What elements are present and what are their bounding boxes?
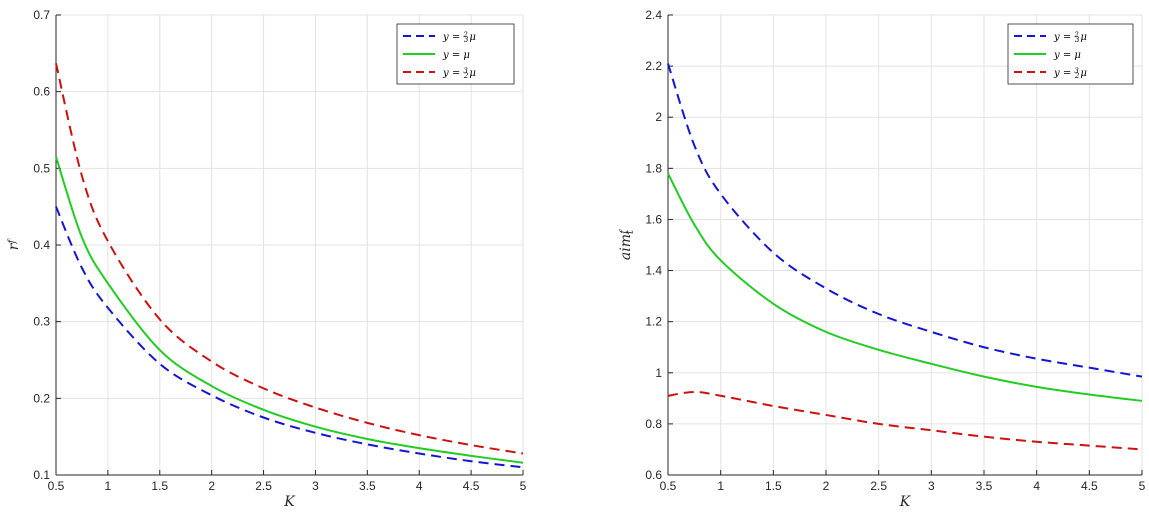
x-tick-label: 4.5 (1081, 479, 1098, 493)
chart-panel-2: 0.5 1 1.5 2 2.5 3 3.5 4 4.5 5 0.6 0.8 1 1.2 1.4 1.6 1.8 2… (618, 8, 1146, 510)
y-tick-label: 2.2 (645, 59, 662, 73)
x-axis-label: K (283, 494, 296, 510)
x-tick-label: 2 (823, 479, 830, 493)
chart-panel-1: 0.5 1 1.5 2 2.5 3 3.5 4 4.5 5 0.1 0.2 0.3 0.4 0.5 0.6 0.… (6, 8, 527, 510)
x-tick-label: 4.5 (463, 479, 480, 493)
x-tick-label: 2.5 (255, 479, 272, 493)
plot-area (668, 15, 1142, 475)
legend-entry-label: y = 3 2μ (442, 67, 476, 81)
y-tick-label: 1.8 (645, 161, 662, 175)
y-tick-label: 0.6 (33, 85, 50, 99)
series-line-1 (667, 63, 1143, 378)
y-tick-label: 2.4 (645, 8, 662, 22)
x-tick-label: 3.5 (976, 479, 993, 493)
y-axis-label: rf (6, 238, 22, 251)
series-line-2 (55, 156, 524, 464)
legend-entry-label: y = μ (442, 50, 470, 61)
x-tick-label: 2.5 (870, 479, 887, 493)
x-tick-label: 2 (208, 479, 215, 493)
y-tick-label: 0.4 (33, 238, 50, 252)
x-tick-label: 1.5 (151, 479, 168, 493)
x-axis-label: K (899, 494, 912, 510)
x-tick-label: 3.5 (359, 479, 376, 493)
legend: y = 2 3μ y = μ y = 3 2μ (396, 23, 515, 85)
x-tick-label: 0.5 (48, 479, 65, 493)
legend-entry-label: y = μ (1053, 50, 1081, 61)
series-line-3 (55, 63, 524, 455)
x-tick-label: 1 (717, 479, 724, 493)
x-tick-label: 0.5 (660, 479, 677, 493)
x-tick-label: 4 (1033, 479, 1040, 493)
y-tick-label: 0.6 (645, 468, 662, 482)
x-tick-label: 3 (928, 479, 935, 493)
y-tick-label: 0.8 (645, 417, 662, 431)
y-tick-label: 0.2 (33, 391, 50, 405)
y-tick-label: 0.7 (33, 8, 50, 22)
x-tick-label: 4 (416, 479, 423, 493)
x-tick-label: 1 (105, 479, 112, 493)
y-tick-label: 0.3 (33, 315, 50, 329)
legend-entry-label: y = 3 2μ (1053, 67, 1087, 81)
y-tick-label: 1.4 (645, 264, 662, 278)
x-tick-label: 3 (312, 479, 319, 493)
series-line-1 (55, 206, 524, 469)
x-tick-label: 1.5 (765, 479, 782, 493)
y-tick-label: 1 (655, 366, 662, 380)
x-tick-label: 5 (1139, 479, 1146, 493)
legend-entry-label: y = 2 3μ (1053, 31, 1087, 45)
y-tick-label: 0.5 (33, 161, 50, 175)
y-tick-label: 1.2 (645, 315, 662, 329)
series-line-2 (667, 172, 1143, 402)
series-line-3 (667, 390, 1143, 451)
y-tick-label: 0.1 (33, 468, 50, 482)
y-axis-label: aimtf (618, 228, 636, 260)
x-tick-label: 5 (520, 479, 527, 493)
y-tick-label: 1.6 (645, 212, 662, 226)
y-tick-label: 2 (655, 110, 662, 124)
legend-entry-label: y = 2 3μ (442, 31, 476, 45)
legend: y = 2 3μ y = μ y = 3 2μ (1007, 23, 1134, 85)
